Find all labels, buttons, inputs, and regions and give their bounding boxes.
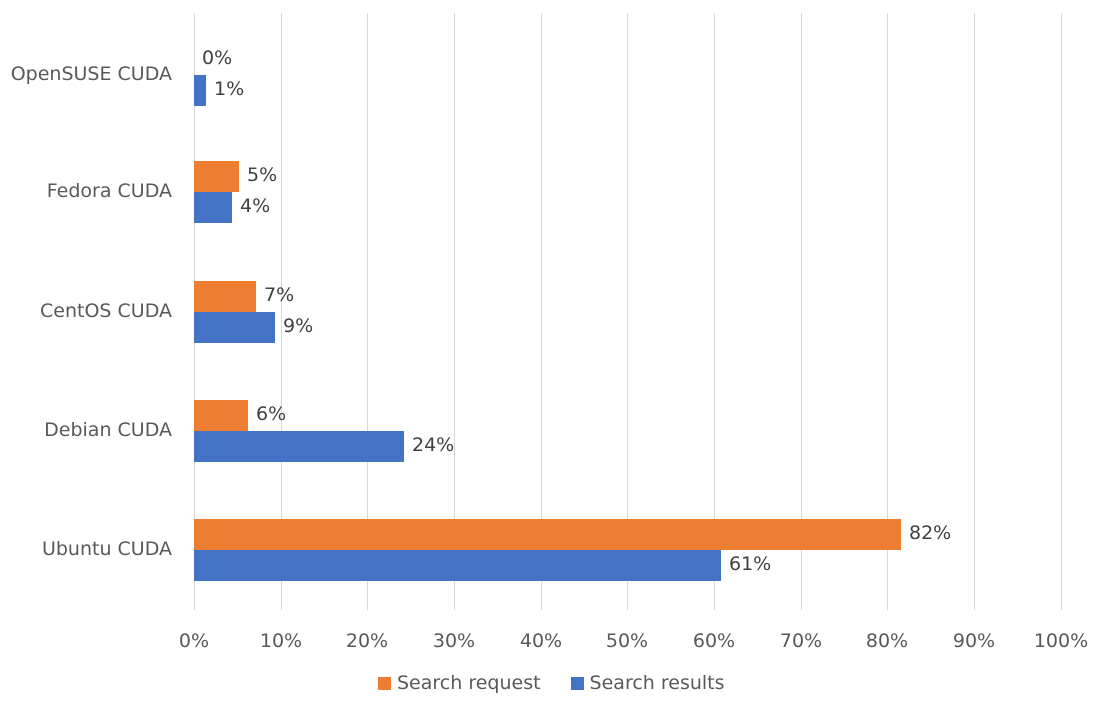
bar-search-request[interactable]	[194, 519, 901, 550]
bar-search-results[interactable]	[194, 312, 275, 343]
x-tick-label: 70%	[779, 630, 823, 652]
bar-search-results[interactable]	[194, 431, 404, 462]
gridline	[454, 13, 455, 610]
category-label: Debian CUDA	[44, 419, 172, 441]
bar-search-request[interactable]	[194, 400, 248, 431]
category-label: Ubuntu CUDA	[41, 538, 172, 560]
category-label: Fedora CUDA	[46, 180, 172, 202]
data-label: 82%	[909, 522, 952, 544]
gridline	[887, 13, 888, 610]
x-tick-label: 90%	[952, 630, 996, 652]
x-tick-label: 10%	[259, 630, 303, 652]
legend-item-search-request[interactable]: Search request	[378, 672, 541, 694]
legend-swatch-orange	[378, 676, 391, 690]
bar-search-results[interactable]	[194, 550, 721, 581]
category-label: OpenSUSE CUDA	[10, 63, 172, 85]
bar-search-request[interactable]	[194, 281, 256, 312]
legend-label: Search results	[589, 672, 725, 694]
data-label: 1%	[214, 78, 245, 100]
x-tick-label: 40%	[519, 630, 563, 652]
data-label: 6%	[256, 403, 287, 425]
data-label: 5%	[247, 164, 278, 186]
x-tick-label: 30%	[432, 630, 476, 652]
gridline	[281, 13, 282, 610]
x-tick-label: 80%	[865, 630, 909, 652]
legend: Search request Search results	[378, 672, 755, 694]
gridline	[714, 13, 715, 610]
category-label: CentOS CUDA	[40, 300, 172, 322]
bar-search-request[interactable]	[194, 161, 239, 192]
bar-search-results[interactable]	[194, 192, 232, 223]
gridline	[974, 13, 975, 610]
gridline	[1061, 13, 1062, 610]
data-label: 7%	[264, 284, 295, 306]
x-tick-label: 20%	[345, 630, 389, 652]
data-label: 4%	[240, 195, 271, 217]
legend-swatch-blue	[570, 676, 584, 690]
legend-label: Search request	[397, 672, 541, 694]
gridline	[627, 13, 628, 610]
data-label: 24%	[412, 434, 455, 456]
data-label: 9%	[283, 315, 314, 337]
x-tick-label: 100%	[1033, 630, 1089, 652]
data-label: 0%	[202, 47, 233, 69]
data-label: 61%	[729, 553, 772, 575]
x-tick-label: 0%	[178, 630, 210, 652]
legend-item-search-results[interactable]: Search results	[570, 672, 725, 694]
gridline	[367, 13, 368, 610]
x-tick-label: 50%	[605, 630, 649, 652]
x-tick-label: 60%	[692, 630, 736, 652]
gridline	[801, 13, 802, 610]
gridline	[541, 13, 542, 610]
bar-search-results[interactable]	[194, 75, 206, 106]
